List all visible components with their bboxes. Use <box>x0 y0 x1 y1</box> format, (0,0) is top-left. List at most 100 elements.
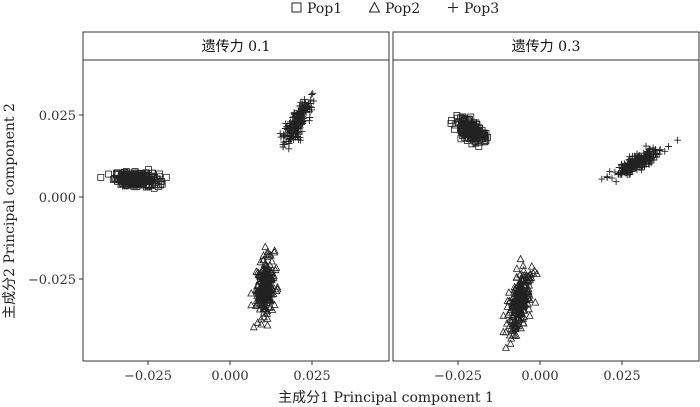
pop3-plus-point <box>284 125 291 133</box>
pop2-triangle-point <box>513 306 522 314</box>
pop1-square-point <box>448 117 455 124</box>
pop1-square-point <box>469 122 476 129</box>
legend-item-pop1: Pop1 <box>291 1 342 17</box>
pop2-triangle-point <box>270 247 279 256</box>
pop2-triangle-point <box>273 284 282 293</box>
legend: Pop1 Pop2 Pop3 <box>291 1 499 17</box>
legend-item-pop2: Pop2 <box>368 1 420 17</box>
legend-triangle-marker <box>368 1 381 13</box>
pop3-plus-point <box>308 91 316 98</box>
pop2-triangle-point <box>499 311 508 319</box>
y-axis-title: 主成分2 Principal component 2 <box>2 103 18 319</box>
legend-square-marker <box>291 2 302 13</box>
pop3-plus-point <box>301 117 308 125</box>
pop1-square-point <box>162 173 170 181</box>
pop3-plus-point <box>294 133 301 140</box>
pop3-plus-point <box>603 174 611 181</box>
pop2-triangle-point <box>263 309 272 317</box>
pop1-square-point <box>97 173 105 181</box>
pop3-plus-point <box>622 166 630 174</box>
pop1-square-point <box>141 175 149 183</box>
pop1-square-point <box>117 176 125 184</box>
legend-label-pop2: Pop2 <box>385 1 420 17</box>
strip-background <box>82 31 390 61</box>
pop3-plus-point <box>306 114 314 121</box>
pop2-triangle-point <box>265 303 274 311</box>
pop2-triangle-point <box>247 288 256 297</box>
y-tick-label: −0.025 <box>28 273 76 288</box>
pop3-plus-point <box>276 130 284 137</box>
pop3-plus-point <box>633 155 641 163</box>
pop3-plus-point <box>294 119 302 126</box>
pop3-plus-point <box>608 174 616 182</box>
pop2-triangle-point <box>512 272 521 281</box>
x-tick-label: −0.025 <box>124 369 172 384</box>
pop3-plus-point <box>642 142 650 150</box>
panel-heritability-0-3: 遗传力 0.3 <box>392 31 700 362</box>
pop2-triangle-point <box>270 300 279 308</box>
pop3-plus-point <box>627 165 635 173</box>
pop2-triangle-point <box>519 318 528 327</box>
pop2-triangle-point <box>525 281 534 289</box>
pop2-triangle-point <box>261 242 270 250</box>
pop2-triangle-point <box>263 249 272 258</box>
pop3-plus-point <box>302 105 310 113</box>
pop2-triangle-point <box>259 302 268 310</box>
pop3-plus-point <box>612 178 620 186</box>
pop3-plus-point <box>655 150 663 158</box>
pop2-triangle-point <box>527 262 536 270</box>
y-tick-label: 0.025 <box>39 109 76 124</box>
pop3-plus-point <box>287 118 294 126</box>
legend-item-pop3: Pop3 <box>448 1 499 17</box>
pop3-plus-point <box>280 132 288 140</box>
pop2-triangle-point <box>523 271 532 280</box>
pop2-triangle-point <box>525 295 534 303</box>
y-tick-label: 0.000 <box>39 191 76 206</box>
pop3-plus-point <box>648 155 656 163</box>
pop2-triangle-point <box>268 265 277 274</box>
plot-area-border <box>392 59 700 362</box>
pop2-triangle-point <box>513 280 522 289</box>
pop2-triangle-point <box>263 247 272 255</box>
pop2-triangle-point <box>524 289 532 298</box>
pop1-square-point <box>148 172 156 180</box>
pop3-plus-point <box>298 128 306 135</box>
plot-area-border <box>82 59 390 362</box>
pop2-triangle-point <box>258 288 266 296</box>
x-tick-label: −0.025 <box>434 369 482 384</box>
pop2-triangle-point <box>263 262 272 270</box>
panel-heritability-0-1: 遗传力 0.1 <box>82 31 390 362</box>
pop1-square-point <box>472 132 480 140</box>
pop3-plus-point <box>626 153 633 161</box>
pop2-triangle-point <box>257 319 266 328</box>
pop2-triangle-point <box>513 285 522 294</box>
pop2-triangle-point <box>506 339 515 347</box>
pop2-triangle-point <box>505 330 514 339</box>
pop3-plus-point <box>614 170 622 178</box>
legend-plus-marker <box>448 2 458 13</box>
pop3-plus-point <box>674 136 681 144</box>
pop3-plus-point <box>617 161 625 169</box>
pop2-triangle-point <box>504 288 513 296</box>
pop3-plus-point <box>598 175 606 183</box>
pop1-square-point <box>140 176 148 184</box>
pop3-plus-point <box>281 131 289 139</box>
pop2-triangle-point <box>260 312 268 321</box>
pop2-triangle-point <box>524 304 533 313</box>
pop3-plus-point <box>288 120 296 127</box>
pop2-triangle-point <box>259 251 268 259</box>
pop3-plus-point <box>279 141 287 148</box>
pop3-plus-point <box>285 140 293 147</box>
pop2-triangle-point <box>270 246 279 254</box>
pop3-plus-point <box>638 157 646 164</box>
x-tick-label: 0.000 <box>211 369 248 384</box>
pop3-plus-point <box>302 101 309 109</box>
pop3-plus-point <box>289 113 297 121</box>
pop2-triangle-point <box>257 314 266 323</box>
pop3-plus-point <box>290 110 298 118</box>
points-layer <box>97 89 318 331</box>
pop2-triangle-point <box>532 269 541 277</box>
pop3-plus-point <box>641 156 649 164</box>
pop2-triangle-point <box>263 292 272 300</box>
